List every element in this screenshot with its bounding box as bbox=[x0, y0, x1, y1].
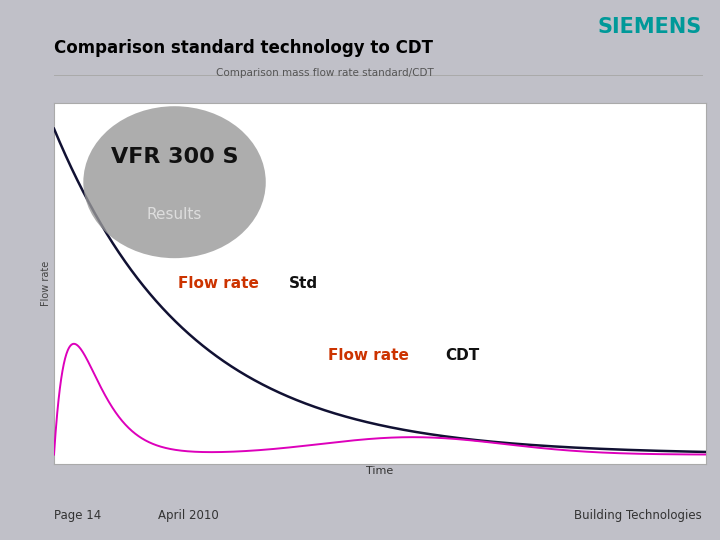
Text: April 2010: April 2010 bbox=[158, 509, 219, 522]
Text: Flow rate: Flow rate bbox=[328, 348, 408, 363]
Text: Comparison standard technology to CDT: Comparison standard technology to CDT bbox=[54, 39, 433, 57]
Text: Page 14: Page 14 bbox=[54, 509, 102, 522]
Text: Building Technologies: Building Technologies bbox=[575, 509, 702, 522]
Ellipse shape bbox=[84, 106, 266, 258]
Text: Comparison mass flow rate standard/CDT: Comparison mass flow rate standard/CDT bbox=[216, 68, 433, 78]
Text: VFR 300 S: VFR 300 S bbox=[111, 147, 238, 167]
Text: CDT: CDT bbox=[445, 348, 480, 363]
Y-axis label: Flow rate: Flow rate bbox=[41, 261, 51, 306]
Text: SIEMENS: SIEMENS bbox=[598, 17, 702, 37]
Text: Flow rate: Flow rate bbox=[178, 276, 258, 291]
Text: Results: Results bbox=[147, 207, 202, 222]
X-axis label: Time: Time bbox=[366, 466, 393, 476]
Text: Std: Std bbox=[289, 276, 318, 291]
